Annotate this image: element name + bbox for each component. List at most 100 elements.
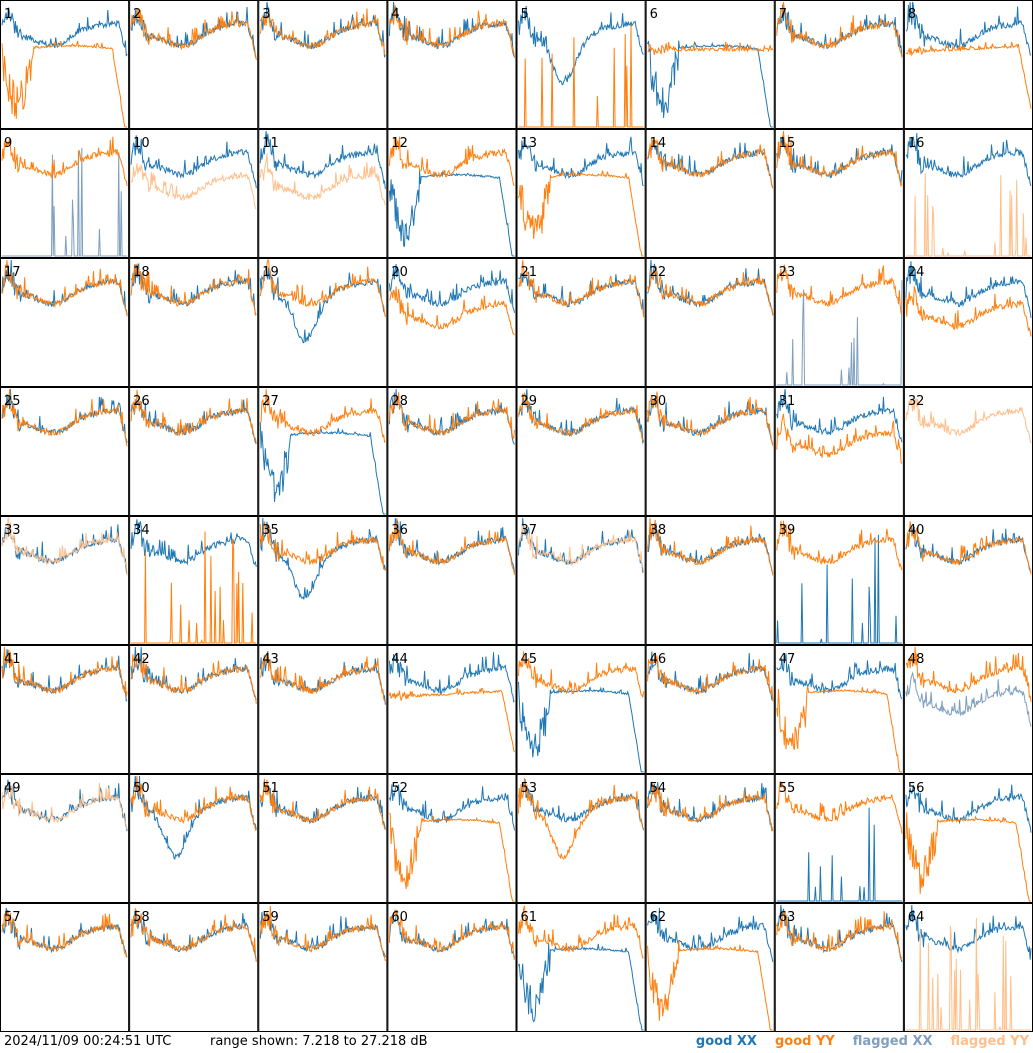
- panel-label: 62: [650, 910, 667, 925]
- series-xx: [776, 807, 902, 902]
- legend-flagged-xx: flagged XX: [852, 1034, 933, 1049]
- series-xx: [1, 388, 128, 443]
- panel-5: 5: [516, 0, 646, 129]
- series-yy: [260, 388, 386, 444]
- series-yy: [518, 778, 644, 860]
- panel-54: 54: [645, 774, 775, 903]
- panel-28: 28: [387, 387, 517, 516]
- panel-label: 51: [262, 781, 279, 796]
- series-yy: [130, 775, 257, 831]
- panel-34: 34: [129, 516, 259, 645]
- panel-label: 1: [4, 7, 12, 22]
- panel-label: 24: [908, 265, 925, 280]
- series-xx: [776, 653, 903, 700]
- panel-frame: [258, 774, 388, 903]
- panel-label: 54: [650, 781, 667, 796]
- panel-label: 27: [262, 394, 279, 409]
- series-yy: [647, 940, 773, 1031]
- panel-frame: [774, 129, 904, 258]
- panel-12: 12: [387, 129, 517, 258]
- panel-57: 57: [0, 903, 130, 1032]
- panel-64: 64: [903, 903, 1033, 1032]
- panel-label: 46: [650, 652, 667, 667]
- panel-label: 29: [521, 394, 538, 409]
- series-yy: [905, 917, 1031, 1031]
- series-yy: [388, 286, 515, 336]
- panel-25: 25: [0, 387, 130, 516]
- panel-label: 42: [133, 652, 150, 667]
- panel-frame: [258, 129, 388, 258]
- series-yy: [130, 162, 257, 209]
- panel-label: 58: [133, 910, 150, 925]
- panel-label: 16: [908, 136, 925, 151]
- panel-43: 43: [258, 645, 388, 774]
- series-xx: [518, 681, 644, 773]
- panel-44: 44: [387, 645, 517, 774]
- panel-label: 26: [133, 394, 150, 409]
- panel-36: 36: [387, 516, 517, 645]
- panel-label: 3: [262, 7, 270, 22]
- series-yy: [518, 905, 644, 959]
- panel-label: 25: [4, 394, 21, 409]
- series-xx: [776, 388, 903, 443]
- series-yy: [518, 170, 644, 257]
- series-xx: [259, 266, 386, 344]
- series-yy: [647, 266, 774, 316]
- panel-label: 61: [521, 910, 538, 925]
- series-yy: [1, 388, 128, 447]
- panel-32: 32: [903, 387, 1033, 516]
- series-yy: [905, 41, 1032, 109]
- series-xx: [647, 907, 774, 962]
- panel-frame: [774, 0, 904, 129]
- series-yy: [1, 911, 128, 958]
- panel-22: 22: [645, 258, 775, 387]
- legend-good-yy: good YY: [774, 1034, 835, 1049]
- series-xx: [776, 280, 903, 386]
- panel-label: 36: [391, 523, 408, 538]
- panel-label: 60: [391, 910, 408, 925]
- panel-31: 31: [774, 387, 904, 516]
- panel-label: 2: [133, 7, 141, 22]
- series-yy: [259, 153, 386, 206]
- panel-frame: [774, 516, 904, 645]
- panel-49: 49: [0, 774, 130, 903]
- series-yy: [259, 259, 386, 317]
- series-yy: [130, 908, 257, 962]
- series-yy: [776, 1, 903, 58]
- panel-23: 23: [774, 258, 904, 387]
- series-yy: [647, 391, 774, 446]
- panel-33: 33: [0, 516, 130, 645]
- series-yy: [259, 8, 386, 56]
- panel-35: 35: [258, 516, 388, 645]
- legend-good-xx: good XX: [695, 1034, 757, 1049]
- panel-4: 4: [387, 0, 517, 129]
- series-xx: [647, 40, 773, 128]
- panel-label: 53: [521, 781, 538, 796]
- panel-39: 39: [774, 516, 904, 645]
- series-xx: [776, 534, 902, 644]
- panel-frame: [774, 645, 904, 774]
- panel-20: 20: [387, 258, 517, 387]
- panel-label: 20: [391, 265, 408, 280]
- series-xx: [518, 5, 644, 86]
- series-yy: [518, 24, 644, 128]
- series-xx: [905, 261, 1032, 318]
- panel-label: 9: [4, 136, 12, 151]
- series-xx: [1, 7, 128, 57]
- series-yy: [1, 136, 128, 187]
- series-yy: [647, 138, 774, 189]
- panel-label: 8: [908, 7, 916, 22]
- series-yy: [776, 413, 903, 464]
- series-yy: [388, 517, 515, 576]
- series-yy: [905, 397, 1032, 444]
- series-yy: [905, 172, 1031, 257]
- panel-40: 40: [903, 516, 1033, 645]
- series-yy: [1, 40, 128, 128]
- panel-label: 37: [521, 523, 538, 538]
- panel-1: 1: [0, 0, 130, 129]
- panel-frame: [903, 387, 1033, 516]
- panel-label: 14: [650, 136, 667, 151]
- panel-label: 47: [779, 652, 796, 667]
- panel-frame: [129, 387, 259, 516]
- panel-41: 41: [0, 645, 130, 774]
